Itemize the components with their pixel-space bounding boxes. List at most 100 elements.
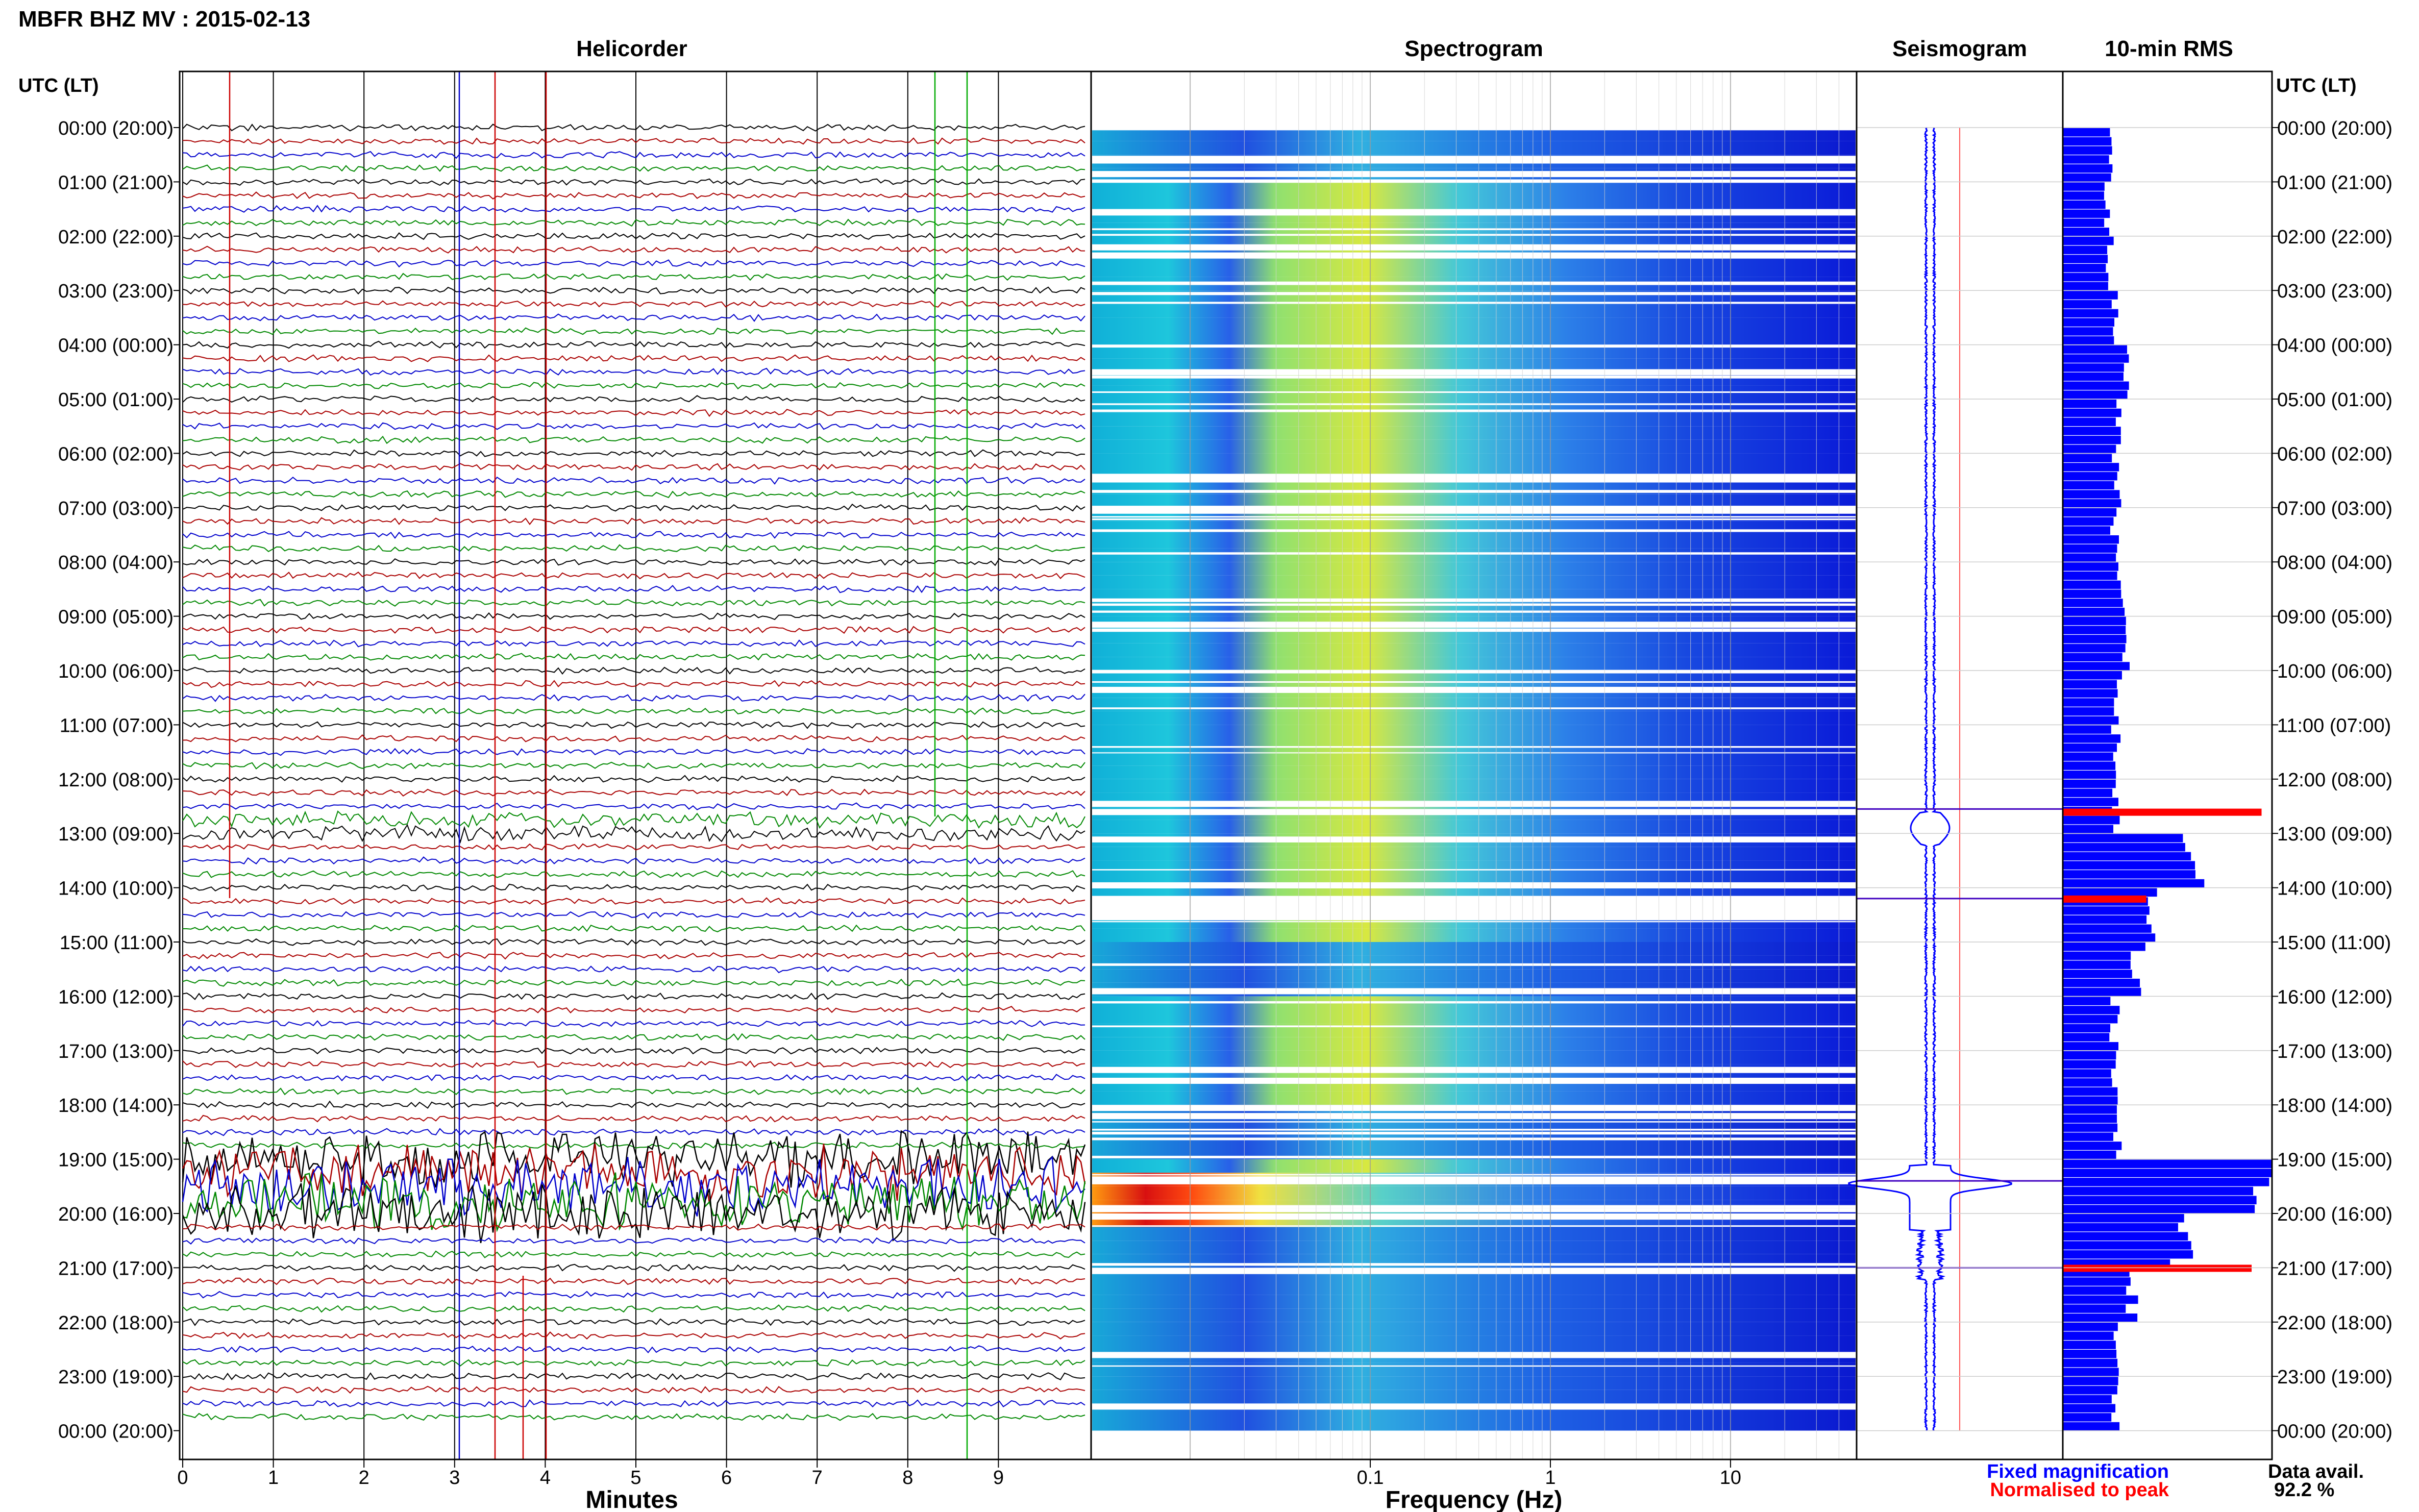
helicorder-trace xyxy=(182,666,1085,675)
rms-bar-fixed xyxy=(2063,1422,2120,1431)
spectrogram-band xyxy=(1092,412,1856,427)
spectrogram-gap xyxy=(1092,518,1856,520)
spectrogram-gap xyxy=(1092,1113,1856,1120)
spectrogram-band xyxy=(1092,1322,1856,1336)
spectrogram-band xyxy=(1092,521,1856,535)
hour-label-right: 06:00 (02:00) xyxy=(2277,443,2392,465)
rms-bar-fixed xyxy=(2063,526,2110,535)
spectrogram-band xyxy=(1092,494,1856,508)
helicorder-trace xyxy=(182,824,1085,844)
spectrogram-band xyxy=(1092,698,1856,711)
rms-bar-fixed xyxy=(2063,191,2104,200)
hour-label-left: 10:00 (06:00) xyxy=(58,661,174,682)
spectrogram-gap xyxy=(1092,628,1856,632)
rms-bar-fixed xyxy=(2063,408,2121,417)
rms-bar-fixed xyxy=(2063,1232,2188,1241)
rms-bar-fixed xyxy=(2063,1404,2116,1412)
hour-label-right: 03:00 (23:00) xyxy=(2277,281,2392,302)
spectrogram-band xyxy=(1092,711,1856,725)
rms-bar-fixed xyxy=(2063,1178,2269,1186)
rms-frame xyxy=(2062,70,2273,1460)
rms-bar-fixed xyxy=(2063,137,2112,146)
helicorder-trace xyxy=(182,1130,1086,1188)
helicorder-heading: Helicorder xyxy=(576,36,687,61)
rms-bar-fixed xyxy=(2063,128,2110,137)
hour-label-left: 06:00 (02:00) xyxy=(58,443,174,465)
spectrogram-gap xyxy=(1092,1352,1856,1358)
helicorder-trace xyxy=(182,1385,1085,1394)
rms-bar-fixed xyxy=(2063,400,2117,408)
rms-bar-fixed xyxy=(2063,635,2127,643)
hour-label-right: 00:00 (20:00) xyxy=(2277,1421,2392,1443)
frequency-tick-label: 10 xyxy=(1720,1467,1741,1489)
helicorder-trace xyxy=(182,517,1085,526)
spectrogram-gap xyxy=(1092,869,1856,871)
helicorder-trace xyxy=(182,191,1085,200)
spectrogram-band xyxy=(1092,1308,1856,1322)
utc-label-left: UTC (LT) xyxy=(18,75,99,96)
helicorder-trace xyxy=(182,558,1085,566)
rms-bar-fixed xyxy=(2063,879,2205,888)
spectrogram-band xyxy=(1092,969,1856,983)
helicorder-trace xyxy=(182,571,1085,580)
rms-bar-fixed xyxy=(2063,164,2113,173)
rms-bar-fixed xyxy=(2063,236,2114,245)
spectrogram-gap xyxy=(1092,988,1856,995)
helicorder-trace xyxy=(182,1100,1085,1109)
spectrogram-gap xyxy=(1092,1174,1856,1176)
spectrogram-gap xyxy=(1092,552,1856,555)
helicorder-trace xyxy=(182,259,1085,268)
helicorder-trace xyxy=(182,911,1085,919)
minutes-axis-label: Minutes xyxy=(585,1486,678,1512)
rms-bar-fixed xyxy=(2063,970,2132,978)
spectrogram-band xyxy=(1092,1376,1856,1390)
hour-label-left: 18:00 (14:00) xyxy=(58,1095,174,1117)
spectrogram-band xyxy=(1092,725,1856,738)
rms-bar-fixed xyxy=(2063,1142,2122,1150)
helicorder-trace xyxy=(182,992,1085,1000)
helicorder-trace xyxy=(182,463,1085,471)
hour-label-right: 22:00 (18:00) xyxy=(2277,1312,2392,1334)
helicorder-trace xyxy=(182,300,1085,308)
axis-ticks: 0 1 2 3 4 5 6 7 8 9 0.1 1 10 xyxy=(174,127,2278,1489)
rms-bar-fixed xyxy=(2063,1024,2111,1033)
spectrogram-gap xyxy=(1092,292,1856,295)
rms-bar-normalised xyxy=(2063,895,2146,903)
rms-bar-fixed xyxy=(2063,200,2106,209)
spectrogram-gap xyxy=(1092,490,1856,493)
helicorder-trace xyxy=(182,1345,1085,1354)
spectrogram-gap xyxy=(1092,752,1856,754)
spectrogram-gap xyxy=(1092,686,1856,693)
spectrogram-gap xyxy=(1092,507,1856,514)
spectrogram-band xyxy=(1092,779,1856,793)
hour-label-left: 12:00 (08:00) xyxy=(58,770,174,791)
rms-bar-fixed xyxy=(2063,924,2152,933)
hour-label-left: 22:00 (18:00) xyxy=(58,1312,174,1334)
hour-label-right: 17:00 (13:00) xyxy=(2277,1041,2392,1062)
rms-bar-fixed xyxy=(2063,354,2129,363)
spectrogram-gap xyxy=(1092,409,1856,412)
hour-label-right: 07:00 (03:00) xyxy=(2277,498,2392,519)
spectrogram-gap xyxy=(1092,1131,1856,1135)
spectrogram-gap xyxy=(1092,1176,1856,1179)
spectrogram-band xyxy=(1092,752,1856,766)
rms-bar-fixed xyxy=(2063,1123,2118,1132)
rms-bar-fixed xyxy=(2063,933,2156,942)
rms-bar-fixed xyxy=(2063,544,2117,553)
rms-bar-fixed xyxy=(2063,725,2111,734)
helicorder-trace xyxy=(183,924,1085,932)
helicorder-trace xyxy=(182,1263,1085,1272)
rms-bar-fixed xyxy=(2063,915,2147,924)
spectrogram-missing xyxy=(1092,898,1856,921)
helicorder-trace xyxy=(182,435,1085,444)
helicorder-trace xyxy=(182,761,1085,770)
spectrogram-band xyxy=(1092,1091,1856,1105)
spectrogram-band xyxy=(1092,195,1856,209)
hour-label-right: 23:00 (19:00) xyxy=(2277,1367,2392,1388)
hour-label-right: 21:00 (17:00) xyxy=(2277,1258,2392,1279)
helicorder-trace xyxy=(182,775,1085,783)
spectrogram-gap xyxy=(1092,228,1856,230)
spectrogram-gap xyxy=(1092,921,1856,923)
spectrogram-band xyxy=(1092,562,1856,576)
rms-bar-fixed xyxy=(2063,381,2129,390)
